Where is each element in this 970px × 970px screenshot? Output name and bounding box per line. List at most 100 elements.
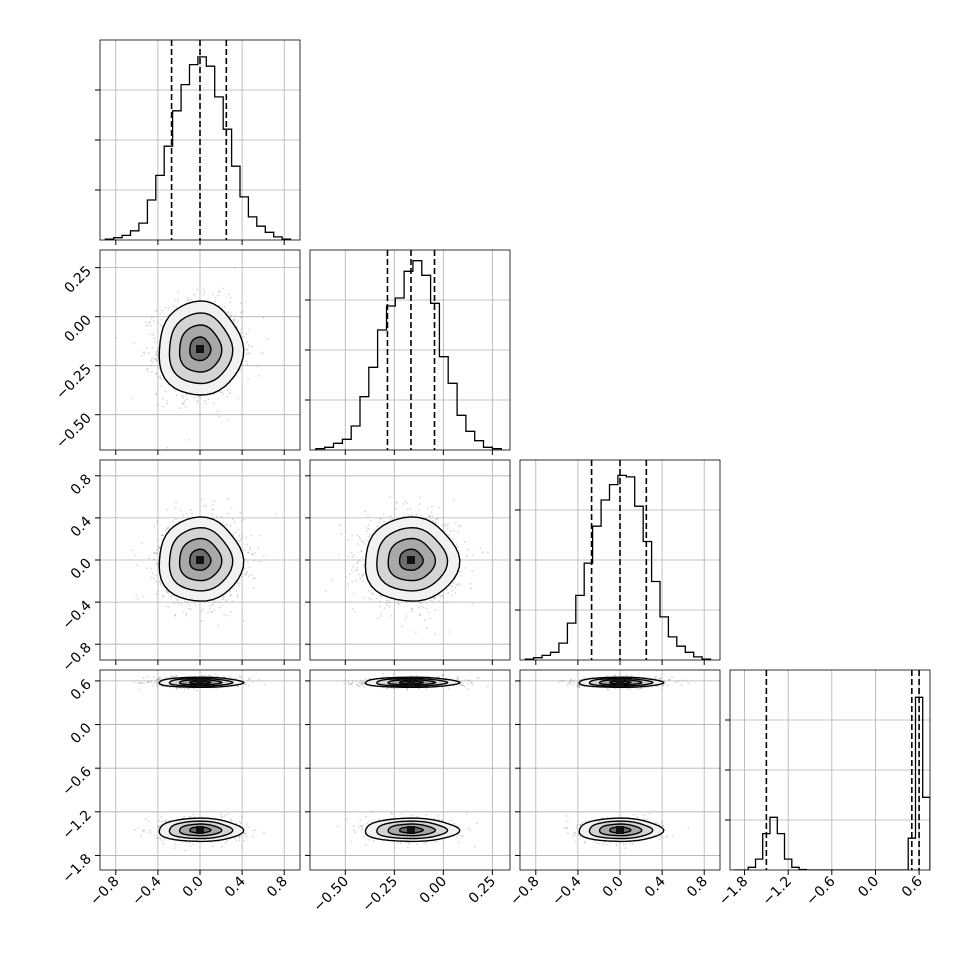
scatter-point <box>433 597 436 599</box>
scatter-point <box>437 600 440 602</box>
scatter-point <box>253 559 255 562</box>
scatter-point <box>212 514 214 516</box>
scatter-point <box>184 406 187 408</box>
scatter-point <box>248 566 251 568</box>
scatter-point <box>379 615 382 617</box>
scatter-point <box>227 813 230 815</box>
scatter-point <box>395 501 398 503</box>
scatter-point <box>376 525 379 528</box>
scatter-point <box>364 510 366 513</box>
scatter-point <box>419 601 421 604</box>
scatter-point <box>464 567 467 569</box>
scatter-point <box>229 313 231 316</box>
scatter-point <box>202 505 205 507</box>
scatter-point <box>183 402 186 405</box>
scatter-point <box>241 576 244 578</box>
scatter-point <box>386 602 388 604</box>
scatter-point <box>205 505 207 507</box>
scatter-point <box>235 531 238 534</box>
scatter-point <box>347 555 350 558</box>
scatter-point <box>372 593 375 595</box>
scatter-point <box>162 595 164 597</box>
scatter-point <box>229 524 232 527</box>
scatter-point <box>153 358 156 361</box>
scatter-point <box>239 316 242 319</box>
panel-2-0: −0.8−0.40.00.40.8 <box>59 459 301 675</box>
scatter-point <box>230 594 233 596</box>
scatter-point <box>160 384 163 387</box>
scatter-point <box>133 681 136 684</box>
scatter-point <box>232 534 235 536</box>
panel-3-0: −0.8 −0.4 0.0 0.4 0.8−1.8−1.2−0.60.00.6 <box>59 669 301 909</box>
scatter-point <box>249 548 252 550</box>
scatter-point <box>251 553 254 556</box>
scatter-point <box>191 512 193 515</box>
scatter-point <box>234 315 237 317</box>
scatter-point <box>201 498 203 501</box>
scatter-point <box>146 676 149 678</box>
scatter-point <box>241 844 243 847</box>
scatter-point <box>168 819 171 822</box>
scatter-point <box>354 611 356 613</box>
scatter-point <box>469 582 472 585</box>
scatter-point <box>146 368 148 371</box>
scatter-point <box>360 550 363 553</box>
scatter-point <box>150 567 152 570</box>
scatter-point <box>244 301 247 304</box>
scatter-point <box>240 311 243 314</box>
scatter-point <box>233 319 236 321</box>
scatter-point <box>156 548 158 551</box>
scatter-point <box>214 673 217 675</box>
scatter-point <box>239 820 241 823</box>
scatter-point <box>247 352 250 354</box>
y-tick-label: 0.0 <box>68 556 95 583</box>
panel-content-2-2 <box>520 460 720 660</box>
scatter-point <box>418 509 420 511</box>
scatter-point <box>165 820 168 823</box>
scatter-point <box>337 553 340 556</box>
scatter-point <box>463 540 466 543</box>
scatter-point <box>351 534 353 537</box>
scatter-point <box>229 610 232 613</box>
scatter-point <box>155 681 158 683</box>
scatter-point <box>151 361 154 363</box>
scatter-point <box>227 389 229 392</box>
scatter-point <box>226 839 228 842</box>
scatter-point <box>352 608 354 610</box>
scatter-point <box>160 821 163 823</box>
scatter-point <box>217 294 219 297</box>
scatter-point <box>155 563 157 566</box>
scatter-point <box>385 604 388 606</box>
scatter-point <box>259 560 262 563</box>
scatter-point <box>361 576 363 579</box>
scatter-point <box>382 513 385 516</box>
scatter-point <box>171 594 174 597</box>
scatter-point <box>176 298 179 301</box>
scatter-point <box>183 688 186 691</box>
scatter-point <box>348 573 351 576</box>
scatter-point <box>422 606 425 609</box>
scatter-point <box>405 615 408 617</box>
scatter-point <box>208 605 211 607</box>
scatter-point <box>248 328 251 331</box>
scatter-point <box>389 515 392 518</box>
scatter-point <box>147 681 149 684</box>
histogram-2 <box>524 474 712 660</box>
scatter-point <box>188 604 191 606</box>
scatter-point <box>141 830 144 832</box>
scatter-point <box>452 538 455 540</box>
scatter-point <box>151 370 153 373</box>
scatter-point <box>156 310 158 312</box>
scatter-point <box>226 614 229 617</box>
scatter-point <box>237 397 239 400</box>
scatter-point <box>238 839 241 842</box>
scatter-point <box>229 316 232 318</box>
scatter-point <box>190 298 193 301</box>
scatter-point <box>362 541 365 544</box>
scatter-point <box>238 539 241 542</box>
scatter-point <box>453 499 455 502</box>
scatter-point <box>146 567 148 570</box>
scatter-point <box>230 820 233 822</box>
scatter-point <box>223 306 226 308</box>
panel-2-2 <box>515 459 721 665</box>
